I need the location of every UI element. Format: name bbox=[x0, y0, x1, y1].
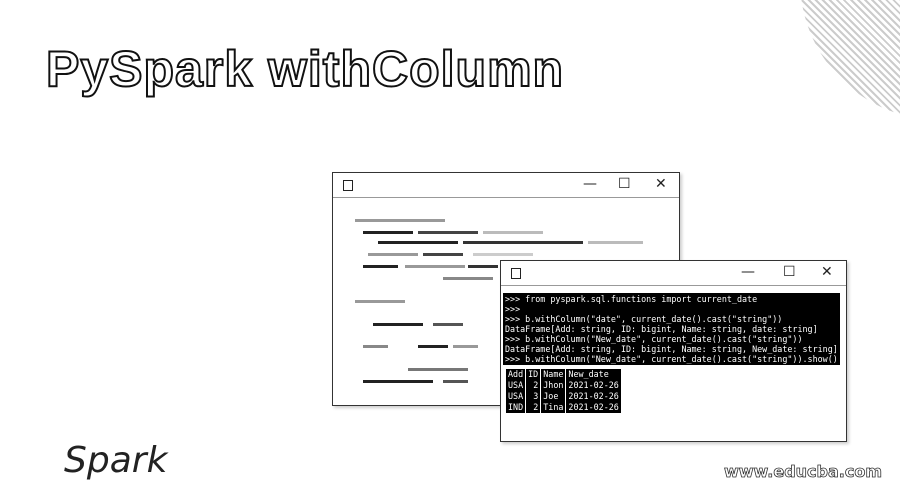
code-line: >>> b.withColumn("New_date", current_dat… bbox=[505, 334, 803, 344]
decor-bar bbox=[423, 253, 463, 256]
code-line: >>> b.withColumn("date", current_date().… bbox=[505, 314, 783, 324]
table-cell: 2021-02-26 bbox=[565, 380, 621, 391]
maximize-button[interactable]: ☐ bbox=[618, 176, 631, 192]
decor-bar bbox=[363, 231, 413, 234]
title-bar: — ☐ ✕ bbox=[501, 261, 846, 286]
window-icon bbox=[343, 180, 353, 191]
title: PySpark withColumn bbox=[45, 40, 565, 98]
decor-bar bbox=[418, 231, 478, 234]
minimize-button[interactable]: — bbox=[583, 176, 597, 192]
console-output: >>> from pyspark.sql.functions import cu… bbox=[503, 293, 840, 365]
decor-bar bbox=[473, 253, 533, 256]
table-cell: Tina bbox=[540, 402, 566, 413]
decor-bar bbox=[405, 265, 465, 268]
minimize-button[interactable]: — bbox=[741, 264, 755, 280]
table-cell: 2021-02-26 bbox=[565, 402, 621, 413]
header-cell: ID bbox=[525, 369, 541, 380]
decor-bar bbox=[443, 277, 493, 280]
code-line: DataFrame[Add: string, ID: bigint, Name:… bbox=[505, 344, 838, 354]
decor-bar bbox=[588, 241, 643, 244]
decor-bar bbox=[433, 323, 463, 326]
table-cell: Joe bbox=[540, 391, 566, 402]
decor-bar bbox=[355, 219, 445, 222]
decor-bar bbox=[453, 345, 478, 348]
close-button[interactable]: ✕ bbox=[821, 264, 833, 280]
table-cell: 2 bbox=[525, 402, 541, 413]
header-cell: Name bbox=[540, 369, 566, 380]
spark-logo: Spark bbox=[64, 440, 168, 481]
decor-stripe bbox=[800, 0, 900, 120]
close-button[interactable]: ✕ bbox=[655, 176, 667, 192]
code-line: >>> from pyspark.sql.functions import cu… bbox=[505, 294, 758, 304]
result-table: Add ID Name New_date USA 2 Jhon 2021-02-26 USA 3 J… bbox=[504, 369, 621, 413]
decor-bar bbox=[373, 323, 423, 326]
table-cell: 2 bbox=[525, 380, 541, 391]
table-cell: 2021-02-26 bbox=[565, 391, 621, 402]
table-row: USA 2 Jhon 2021-02-26 bbox=[504, 380, 621, 391]
decor-bar bbox=[368, 253, 418, 256]
decor-bar bbox=[443, 380, 468, 383]
front-window: — ☐ ✕ >>> from pyspark.sql.functions imp… bbox=[500, 260, 847, 442]
table-cell: USA bbox=[504, 391, 526, 402]
decor-bar bbox=[463, 241, 583, 244]
table-cell: 3 bbox=[525, 391, 541, 402]
table-cell: USA bbox=[504, 380, 526, 391]
header-row: Add ID Name New_date bbox=[504, 369, 621, 380]
code-line: >>> bbox=[505, 304, 521, 314]
decor-bar bbox=[363, 380, 433, 383]
decor-bar bbox=[408, 368, 468, 371]
title-bar: — ☐ ✕ bbox=[333, 173, 679, 198]
decor-bar bbox=[378, 241, 458, 244]
decor-bar bbox=[468, 265, 498, 268]
table-row: USA 3 Joe 2021-02-26 bbox=[504, 391, 621, 402]
header-cell: Add bbox=[504, 369, 526, 380]
window-icon bbox=[511, 268, 521, 279]
decor-bar bbox=[363, 265, 398, 268]
watermark: www.educba.com bbox=[723, 462, 883, 482]
header-cell: New_date bbox=[565, 369, 621, 380]
code-line: DataFrame[Add: string, ID: bigint, Name:… bbox=[505, 324, 818, 334]
maximize-button[interactable]: ☐ bbox=[783, 264, 796, 280]
decor-bar bbox=[363, 345, 388, 348]
decor-bar bbox=[418, 345, 448, 348]
decor-bar bbox=[483, 231, 543, 234]
decor-bar bbox=[355, 300, 405, 303]
code-line: >>> b.withColumn("New_date", current_dat… bbox=[505, 354, 838, 364]
table-cell: Jhon bbox=[540, 380, 566, 391]
table-cell: IND bbox=[504, 402, 526, 413]
table-row: IND 2 Tina 2021-02-26 bbox=[504, 402, 621, 413]
